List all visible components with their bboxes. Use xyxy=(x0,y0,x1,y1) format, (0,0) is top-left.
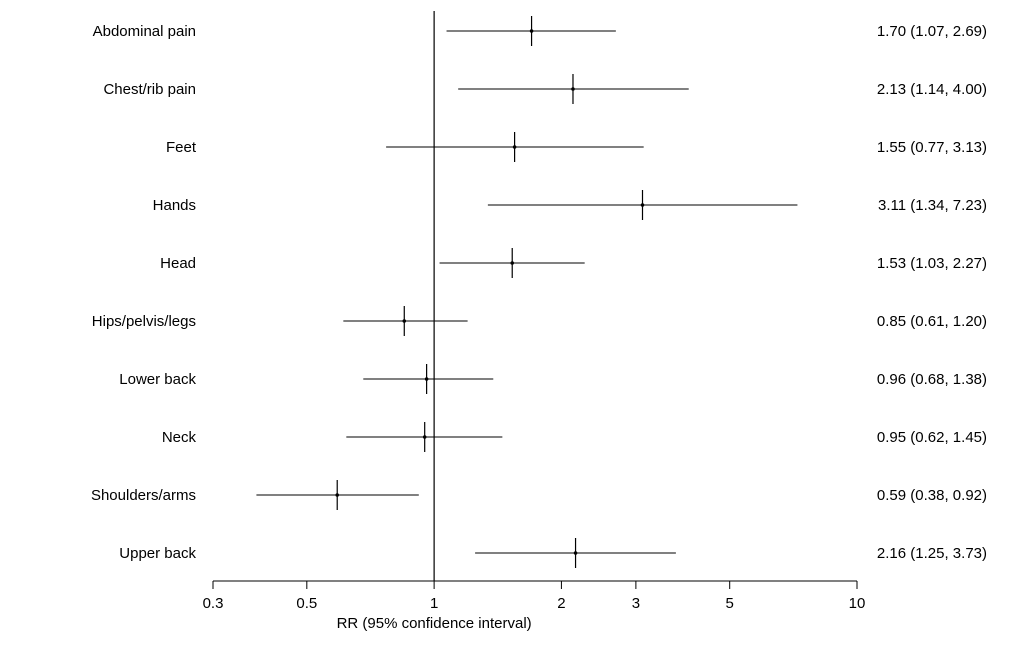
x-axis: 0.3 0.5 1 2 3 5 10 RR (95% confidence interval… xyxy=(203,580,866,632)
estimate-point xyxy=(422,435,427,439)
category-label: Upper back xyxy=(119,545,196,562)
estimate-point xyxy=(571,87,575,91)
estimate-point xyxy=(402,319,407,323)
forest-row: Shoulders/arms 0.59 (0.38, 0.92) xyxy=(91,480,987,510)
estimate-label: 3.11 (1.34, 7.23) xyxy=(878,197,987,214)
x-tick-label: 0.3 xyxy=(203,595,224,612)
forest-row: Head 1.53 (1.03, 2.27) xyxy=(160,248,987,278)
estimate-point xyxy=(512,145,517,149)
category-label: Abdominal pain xyxy=(93,23,196,40)
estimate-label: 1.70 (1.07, 2.69) xyxy=(877,23,987,40)
x-tick-label: 2 xyxy=(557,595,565,612)
estimate-point xyxy=(640,203,645,207)
estimate-label: 2.16 (1.25, 3.73) xyxy=(877,545,987,562)
estimate-point xyxy=(424,377,429,381)
estimate-label: 0.85 (0.61, 1.20) xyxy=(877,313,987,330)
forest-row: Abdominal pain 1.70 (1.07, 2.69) xyxy=(93,16,987,46)
category-label: Shoulders/arms xyxy=(91,487,196,504)
estimate-label: 0.59 (0.38, 0.92) xyxy=(877,487,987,504)
category-label: Chest/rib pain xyxy=(103,81,196,98)
forest-row: Hands 3.11 (1.34, 7.23) xyxy=(153,190,987,220)
x-tick-label: 1 xyxy=(430,595,438,612)
estimate-point xyxy=(510,261,515,265)
x-axis-ticks: 0.3 0.5 1 2 3 5 10 xyxy=(203,581,866,612)
x-axis-title: RR (95% confidence interval) xyxy=(337,615,532,632)
forest-row: Lower back 0.96 (0.68, 1.38) xyxy=(119,364,987,394)
category-label: Feet xyxy=(166,139,197,156)
forest-row: Hips/pelvis/legs 0.85 (0.61, 1.20) xyxy=(92,306,987,336)
rows-layer: Abdominal pain 1.70 (1.07, 2.69) Chest/rib… xyxy=(91,16,987,568)
estimate-label: 0.96 (0.68, 1.38) xyxy=(877,371,987,388)
forest-row: Chest/rib pain 2.13 (1.14, 4.00) xyxy=(103,74,987,104)
estimate-point xyxy=(573,551,578,555)
forest-row: Neck 0.95 (0.62, 1.45) xyxy=(162,422,987,452)
category-label: Head xyxy=(160,255,196,272)
category-label: Hands xyxy=(153,197,196,214)
estimate-point xyxy=(335,493,340,497)
estimate-label: 2.13 (1.14, 4.00) xyxy=(877,81,987,98)
x-tick-label: 3 xyxy=(632,595,640,612)
category-label: Neck xyxy=(162,429,197,446)
category-label: Hips/pelvis/legs xyxy=(92,313,196,330)
estimate-label: 1.55 (0.77, 3.13) xyxy=(877,139,987,156)
forest-row: Feet 1.55 (0.77, 3.13) xyxy=(166,132,987,162)
category-label: Lower back xyxy=(119,371,196,388)
estimate-point xyxy=(529,29,534,33)
forest-row: Upper back 2.16 (1.25, 3.73) xyxy=(119,538,987,568)
x-tick-label: 5 xyxy=(726,595,734,612)
x-tick-label: 10 xyxy=(849,595,866,612)
estimate-label: 0.95 (0.62, 1.45) xyxy=(877,429,987,446)
x-tick-label: 0.5 xyxy=(296,595,317,612)
estimate-label: 1.53 (1.03, 2.27) xyxy=(877,255,987,272)
